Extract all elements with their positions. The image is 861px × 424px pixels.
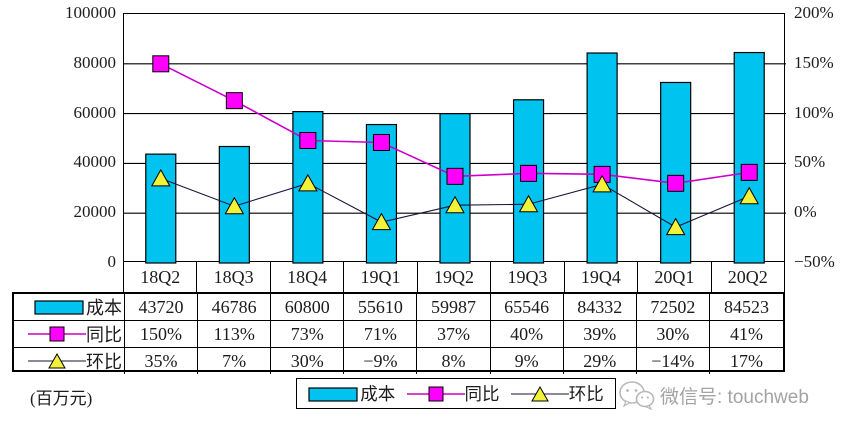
yoy-marker-18Q2 <box>152 55 170 73</box>
table-cell-yoy-19Q4: 39% <box>563 320 637 347</box>
table-cell-cost-19Q4: 84332 <box>564 294 637 320</box>
qoq-marker-19Q3 <box>518 194 539 213</box>
right-axis-tick: −50% <box>794 252 835 271</box>
table-row-label-qoq: 环比 <box>14 347 125 374</box>
yoy-marker-18Q4 <box>299 131 317 149</box>
right-axis-tick: 150% <box>794 52 834 72</box>
table-cell-qoq-18Q3: 7% <box>198 347 272 374</box>
left-axis-tick: 60000 <box>73 102 117 122</box>
table-cell-yoy-20Q2: 41% <box>709 320 783 347</box>
cost-swatch-icon <box>34 300 84 315</box>
qoq-marker-18Q4 <box>298 173 318 192</box>
left-axis-tick: 0 <box>107 252 117 271</box>
cost-bar-19Q2 <box>439 113 471 264</box>
table-cell-yoy-18Q3: 113% <box>198 320 272 347</box>
table-cell-qoq-19Q2: 8% <box>417 347 491 374</box>
table-row-label-text: 成本 <box>86 298 122 318</box>
table-row-label-text: 同比 <box>86 325 122 345</box>
yoy-swatch-icon <box>406 386 465 401</box>
category-label-18Q3: 18Q3 <box>197 262 271 292</box>
category-label-18Q4: 18Q4 <box>271 262 345 292</box>
wechat-watermark: 微信号: touchweb <box>617 380 809 410</box>
right-axis-tick: 200% <box>794 3 834 22</box>
table-cell-qoq-18Q4: 30% <box>271 347 345 374</box>
qoq-swatch-icon <box>510 385 569 401</box>
data-table: 成本 43720 46786 60800 55610 59987 65546 84332 725… <box>12 292 785 374</box>
table-cell-qoq-18Q2: 35% <box>125 347 199 374</box>
right-axis-tick: 50% <box>794 152 826 172</box>
unit-label: (百万元) <box>30 389 93 408</box>
qoq-marker-19Q4 <box>592 174 612 193</box>
table-cell-yoy-18Q4: 73% <box>271 320 345 347</box>
qoq-marker-19Q2 <box>445 195 465 214</box>
category-label-19Q1: 19Q1 <box>344 262 418 292</box>
left-axis-tick: 40000 <box>73 152 117 172</box>
cost-bar-18Q2 <box>145 153 177 264</box>
legend-label-cost: 成本 <box>360 384 396 404</box>
table-cell-qoq-20Q1: −14% <box>636 347 710 374</box>
qoq-marker-19Q1 <box>371 212 392 231</box>
yoy-marker-20Q1 <box>667 174 685 192</box>
wechat-icon <box>619 381 655 410</box>
yoy-marker-18Q3 <box>225 92 243 110</box>
table-cell-qoq-20Q2: 17% <box>709 347 783 374</box>
qoq-marker-18Q2 <box>150 168 171 187</box>
table-cell-qoq-19Q1: −9% <box>344 347 418 374</box>
cost-bar-20Q1 <box>660 81 692 264</box>
plot-svg <box>124 51 786 264</box>
qoq-marker-18Q3 <box>224 196 245 215</box>
table-cell-cost-18Q4: 60800 <box>271 294 345 320</box>
legend: 成本 同比 环比 <box>296 378 616 409</box>
table-cell-qoq-19Q3: 9% <box>490 347 564 374</box>
table-row-label-yoy: 同比 <box>14 320 125 347</box>
table-cell-yoy-20Q1: 30% <box>636 320 710 347</box>
category-label-18Q2: 18Q2 <box>124 262 198 292</box>
category-label-20Q1: 20Q1 <box>638 262 712 292</box>
qoq-swatch-icon <box>28 352 86 369</box>
table-cell-cost-20Q1: 72502 <box>637 294 710 320</box>
table-cell-yoy-19Q3: 40% <box>490 320 564 347</box>
plot-area <box>123 13 786 264</box>
table-cell-cost-18Q3: 46786 <box>198 294 272 320</box>
yoy-marker-19Q3 <box>520 164 538 182</box>
table-cell-cost-18Q2: 43720 <box>125 294 199 320</box>
table-cell-cost-19Q3: 65546 <box>491 294 564 320</box>
cost-bar-19Q4 <box>586 52 618 264</box>
cost-bar-20Q2 <box>733 51 765 264</box>
legend-label-qoq: 环比 <box>568 384 604 404</box>
table-row-label-cost: 成本 <box>14 294 125 320</box>
cost-swatch-icon <box>308 386 358 402</box>
table-cell-yoy-19Q1: 71% <box>344 320 418 347</box>
table-cell-yoy-18Q2: 150% <box>125 320 199 347</box>
category-label-20Q2: 20Q2 <box>712 262 785 292</box>
table-row-label-text: 环比 <box>86 352 122 372</box>
category-label-19Q4: 19Q4 <box>565 262 639 292</box>
table-cell-cost-19Q2: 59987 <box>417 294 491 320</box>
category-axis: 18Q2 18Q3 18Q4 19Q1 19Q2 19Q3 19Q4 20Q1 20Q2 <box>123 262 785 292</box>
right-axis-tick: 0% <box>794 202 817 222</box>
table-cell-cost-20Q2: 84523 <box>723 296 769 317</box>
yoy-swatch-icon <box>28 326 86 342</box>
left-axis-tick: 80000 <box>73 52 117 72</box>
table-cell-yoy-19Q2: 37% <box>417 320 491 347</box>
qoq-marker-20Q1 <box>665 217 686 236</box>
yoy-marker-19Q1 <box>372 133 390 151</box>
yoy-marker-19Q2 <box>446 167 464 185</box>
left-axis-tick: 100000 <box>65 3 116 22</box>
category-label-19Q3: 19Q3 <box>491 262 565 292</box>
wechat-text: 微信号: touchweb <box>660 386 809 408</box>
right-axis-tick: 100% <box>794 102 834 122</box>
legend-item-yoy: 同比 <box>406 381 500 406</box>
category-label-19Q2: 19Q2 <box>418 262 492 292</box>
legend-item-cost: 成本 <box>308 381 395 406</box>
left-axis-tick: 20000 <box>73 202 117 222</box>
yoy-marker-20Q2 <box>740 163 758 181</box>
legend-item-qoq: 环比 <box>510 381 604 406</box>
qoq-marker-20Q2 <box>739 186 760 205</box>
table-cell-qoq-19Q4: 29% <box>563 347 637 374</box>
legend-label-yoy: 同比 <box>464 384 500 404</box>
table-cell-cost-19Q1: 55610 <box>344 294 418 320</box>
